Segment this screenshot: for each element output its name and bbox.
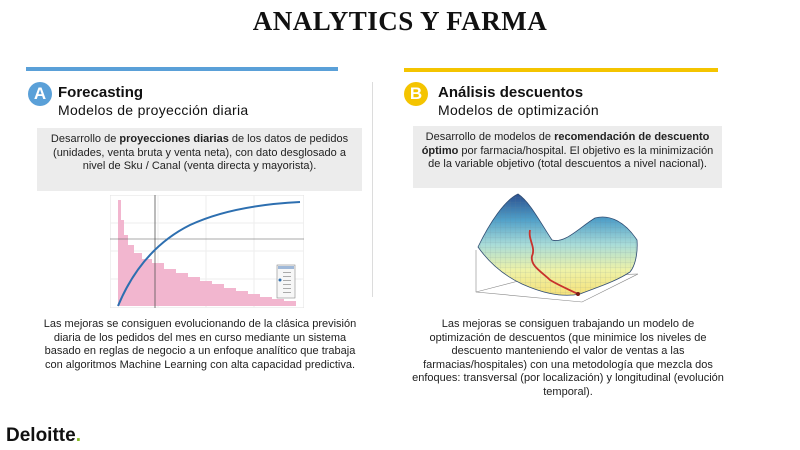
- forecasting-desc-post: de los datos de pedidos (unidades, venta…: [53, 133, 349, 172]
- discount-desc-bold: recomendación de descuento óptimo: [421, 131, 710, 157]
- forecast-chart-thumbnail: [110, 195, 304, 308]
- forecast-cumulative-curve: [117, 201, 301, 307]
- forecasting-caption: Las mejoras se consiguen evolucionando d…: [43, 318, 357, 371]
- forecast-histogram: [118, 200, 296, 306]
- discount-description-box: Desarrollo de modelos de recomendación d…: [413, 126, 722, 188]
- optimization-path: [528, 229, 579, 295]
- column-divider: [372, 82, 373, 297]
- forecasting-description-box: Desarrollo de proyecciones diarias de lo…: [37, 128, 362, 191]
- discount-caption: Las mejoras se consiguen trabajando un m…: [412, 318, 724, 398]
- discount-desc-pre: Desarrollo de modelos de: [425, 131, 555, 143]
- logo-dot: .: [75, 425, 81, 446]
- discount-heading: Análisis descuentos: [438, 84, 584, 101]
- discount-subheading: Modelos de optimización: [438, 102, 599, 118]
- discount-accent-bar: [404, 68, 718, 72]
- forecasting-heading: Forecasting: [58, 84, 144, 101]
- forecasting-accent-bar: [26, 67, 338, 71]
- page-title: ANALYTICS Y FARMA: [252, 6, 548, 36]
- optimization-surface-thumbnail: [475, 193, 639, 303]
- forecasting-desc-bold: proyecciones diarias: [119, 133, 229, 145]
- deloitte-logo: Deloitte.: [6, 425, 81, 447]
- badge-b-icon: B: [404, 82, 428, 106]
- logo-text: Deloitte: [6, 425, 76, 446]
- discount-desc-post: por farmacia/hospital. El objetivo es la…: [428, 144, 714, 171]
- forecasting-desc-pre: Desarrollo de: [50, 133, 120, 145]
- forecast-legend-box: [276, 264, 296, 299]
- badge-a-icon: A: [28, 82, 52, 106]
- forecasting-subheading: Modelos de proyección diaria: [58, 102, 249, 118]
